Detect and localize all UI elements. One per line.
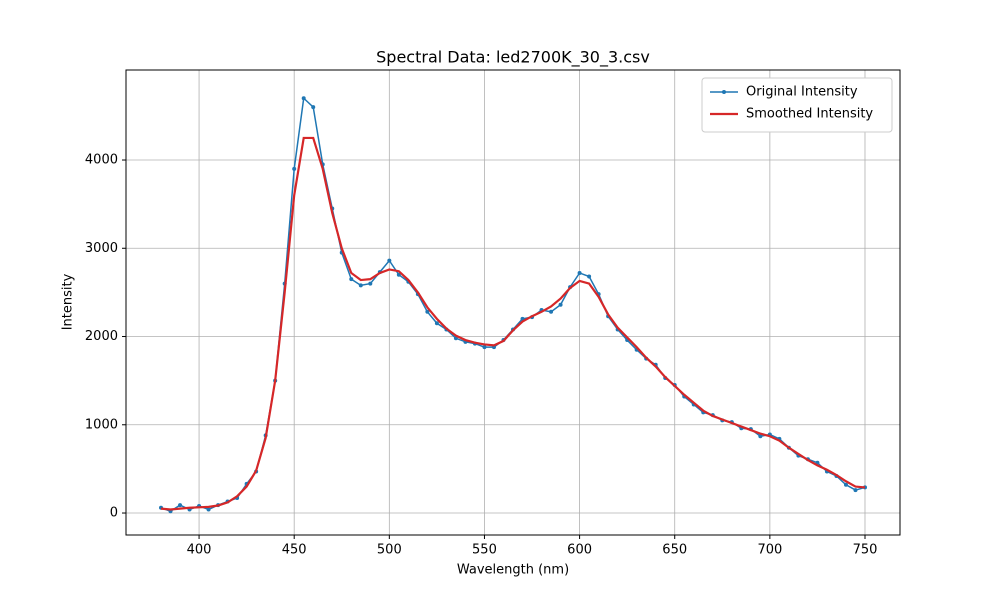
y-tick-label: 3000 — [85, 241, 118, 256]
data-point — [843, 482, 848, 487]
data-point — [206, 507, 211, 512]
data-point — [549, 309, 554, 314]
data-point — [368, 281, 373, 286]
data-point — [311, 105, 316, 110]
x-tick-label: 500 — [377, 543, 402, 558]
data-point — [577, 270, 582, 275]
x-tick-label: 750 — [853, 543, 878, 558]
x-tick-label: 600 — [567, 543, 592, 558]
x-tick-label: 650 — [662, 543, 687, 558]
x-tick-label: 450 — [282, 543, 307, 558]
data-point — [292, 166, 297, 171]
data-point — [358, 283, 363, 288]
y-tick-label: 2000 — [85, 329, 118, 344]
data-point — [301, 96, 306, 101]
chart-title: Spectral Data: led2700K_30_3.csv — [376, 48, 650, 68]
y-tick-label: 0 — [110, 506, 118, 521]
x-tick-label: 400 — [187, 543, 212, 558]
x-tick-label: 700 — [757, 543, 782, 558]
y-axis-label: Intensity — [61, 273, 76, 330]
x-axis-label: Wavelength (nm) — [457, 563, 569, 578]
data-point — [425, 309, 430, 314]
data-point — [853, 488, 858, 493]
data-point — [178, 503, 183, 508]
legend-marker — [722, 90, 726, 94]
series-line — [160, 136, 866, 511]
legend-box — [701, 77, 893, 133]
data-point — [482, 345, 487, 350]
data-point — [587, 274, 592, 279]
data-point — [396, 272, 401, 277]
legend-label: Original Intensity — [746, 85, 858, 100]
data-point — [558, 302, 563, 307]
data-point — [758, 434, 763, 439]
legend-label: Smoothed Intensity — [746, 107, 873, 122]
data-point — [349, 277, 354, 282]
data-point — [387, 258, 392, 263]
x-tick-label: 550 — [472, 543, 497, 558]
plot-frame — [125, 69, 901, 536]
y-tick-label: 1000 — [85, 417, 118, 432]
y-tick-label: 4000 — [85, 153, 118, 168]
data-point — [434, 321, 439, 326]
